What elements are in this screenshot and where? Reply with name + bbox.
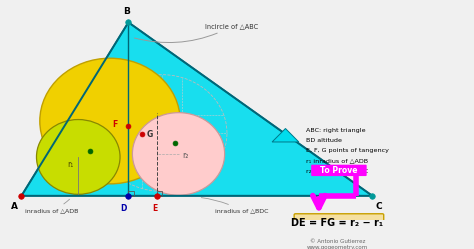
- Text: B: B: [123, 7, 130, 16]
- Text: BD altitude: BD altitude: [306, 138, 341, 143]
- Text: E, F, G points of tangency: E, F, G points of tangency: [306, 148, 388, 153]
- Text: ABC: right triangle: ABC: right triangle: [306, 127, 365, 132]
- Text: r₂: r₂: [182, 151, 188, 160]
- Text: © Antonio Gutierrez
www.gogeometry.com: © Antonio Gutierrez www.gogeometry.com: [307, 239, 368, 249]
- Text: C: C: [376, 202, 383, 211]
- Circle shape: [36, 120, 120, 194]
- Circle shape: [40, 58, 180, 184]
- Text: D: D: [120, 204, 127, 213]
- Circle shape: [132, 113, 225, 195]
- Polygon shape: [21, 22, 373, 196]
- Text: r₂ inradius of △BDC: r₂ inradius of △BDC: [306, 168, 368, 173]
- Text: F: F: [112, 120, 118, 129]
- Text: To Prove: To Prove: [320, 166, 358, 175]
- Bar: [157, 191, 162, 196]
- Text: A: A: [11, 202, 18, 211]
- Text: DE = FG = r₂ − r₁: DE = FG = r₂ − r₁: [291, 218, 383, 228]
- FancyBboxPatch shape: [311, 165, 367, 176]
- Text: E: E: [153, 204, 158, 213]
- FancyBboxPatch shape: [294, 214, 384, 232]
- Text: Incircle of △ABC: Incircle of △ABC: [135, 23, 258, 43]
- Text: inradius of △ADB: inradius of △ADB: [25, 199, 78, 213]
- Text: r₁ inradius of △ADB: r₁ inradius of △ADB: [306, 158, 368, 163]
- Bar: [128, 191, 134, 196]
- Polygon shape: [272, 128, 299, 142]
- Text: G: G: [147, 130, 153, 139]
- Text: inradius of △BDC: inradius of △BDC: [201, 198, 269, 213]
- Text: r₁: r₁: [67, 160, 73, 169]
